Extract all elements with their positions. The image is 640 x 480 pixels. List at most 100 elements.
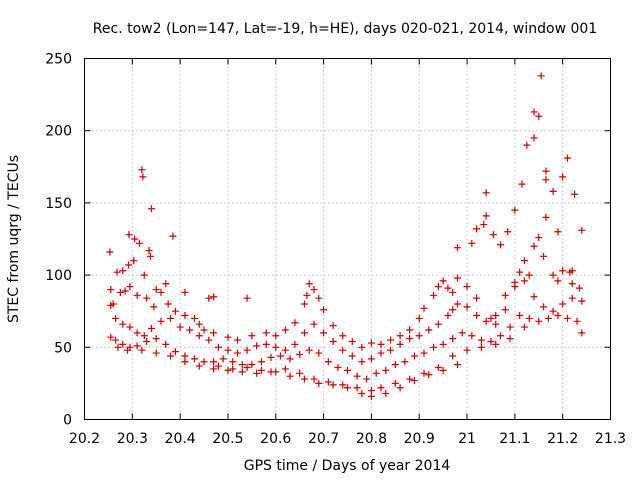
data-point	[281, 346, 289, 354]
data-point	[387, 346, 395, 354]
data-point	[568, 280, 576, 288]
data-point	[138, 346, 146, 354]
data-point	[449, 306, 457, 314]
data-point	[243, 346, 251, 354]
data-point	[487, 314, 495, 322]
data-point	[540, 252, 548, 260]
data-point	[210, 329, 218, 337]
data-point	[281, 326, 289, 334]
data-point	[453, 244, 461, 252]
data-point	[229, 365, 237, 373]
y-tick-label: 50	[54, 340, 72, 356]
x-tick-label: 20.2	[69, 431, 100, 447]
data-point	[504, 228, 512, 236]
data-point	[113, 268, 121, 276]
data-point	[563, 154, 571, 162]
data-point	[358, 343, 366, 351]
data-point	[181, 358, 189, 366]
chart-title: Rec. tow2 (Lon=147, Lat=-19, h=HE), days…	[93, 21, 597, 37]
y-axis-label: STEC from uqrg / TECUs	[6, 155, 22, 323]
data-point	[492, 320, 500, 328]
data-point	[525, 314, 533, 322]
data-point	[124, 261, 132, 269]
data-point	[138, 166, 146, 174]
data-point	[439, 340, 447, 348]
data-point	[124, 346, 132, 354]
data-point	[126, 323, 134, 331]
data-point	[257, 358, 265, 366]
x-axis-label: GPS time / Days of year 2014	[244, 458, 451, 474]
data-point	[310, 375, 318, 383]
data-point	[162, 280, 170, 288]
data-point	[238, 368, 246, 376]
data-point	[315, 294, 323, 302]
data-point	[477, 336, 485, 344]
data-point	[353, 384, 361, 392]
data-point	[181, 288, 189, 296]
data-point	[300, 300, 308, 308]
data-point	[181, 312, 189, 320]
data-point	[449, 352, 457, 360]
data-point	[396, 340, 404, 348]
data-point	[169, 232, 177, 240]
data-point	[387, 336, 395, 344]
data-point	[200, 358, 208, 366]
data-point	[126, 283, 134, 291]
data-point	[554, 228, 562, 236]
data-point	[358, 358, 366, 366]
grid-lines	[84, 58, 611, 420]
data-point	[300, 329, 308, 337]
data-point	[320, 306, 328, 314]
data-point	[262, 340, 270, 348]
data-point	[107, 286, 115, 294]
data-point	[344, 384, 351, 392]
data-point	[219, 355, 227, 363]
data-point	[315, 379, 323, 387]
data-point	[119, 267, 127, 275]
y-tick-label: 250	[45, 52, 72, 68]
data-point	[425, 326, 433, 334]
data-point	[477, 343, 485, 351]
data-point	[329, 338, 337, 346]
data-point	[107, 301, 115, 309]
data-point	[214, 343, 222, 351]
data-point	[157, 317, 165, 325]
data-point	[238, 361, 246, 369]
data-point	[334, 364, 342, 372]
data-point	[482, 189, 490, 197]
data-point	[571, 190, 579, 198]
y-tick-label: 150	[45, 196, 72, 212]
data-point	[525, 271, 533, 279]
data-point	[497, 332, 505, 340]
data-point	[119, 320, 127, 328]
x-tick-label: 20.9	[404, 431, 435, 447]
data-point	[463, 303, 471, 311]
data-point	[133, 291, 141, 299]
data-point	[152, 335, 160, 343]
data-point	[320, 329, 328, 337]
data-point	[415, 332, 423, 340]
data-point	[559, 267, 567, 275]
x-tick-label: 21.3	[595, 431, 626, 447]
data-point	[434, 320, 442, 328]
data-point	[205, 336, 213, 344]
data-point	[458, 329, 466, 337]
data-point	[147, 325, 155, 333]
data-point	[224, 333, 232, 341]
data-point	[535, 234, 543, 242]
data-point	[277, 352, 285, 360]
data-point	[143, 294, 151, 302]
data-point	[152, 349, 160, 357]
data-point	[453, 300, 461, 308]
data-point	[396, 384, 404, 392]
data-point	[489, 231, 497, 239]
data-point	[147, 205, 155, 213]
data-point	[286, 372, 294, 380]
data-point	[377, 340, 385, 348]
x-tick-label: 20.3	[117, 431, 148, 447]
data-point	[568, 267, 576, 275]
data-point	[391, 379, 399, 387]
data-point	[568, 294, 576, 302]
data-point	[253, 342, 261, 350]
data-point	[492, 312, 500, 320]
